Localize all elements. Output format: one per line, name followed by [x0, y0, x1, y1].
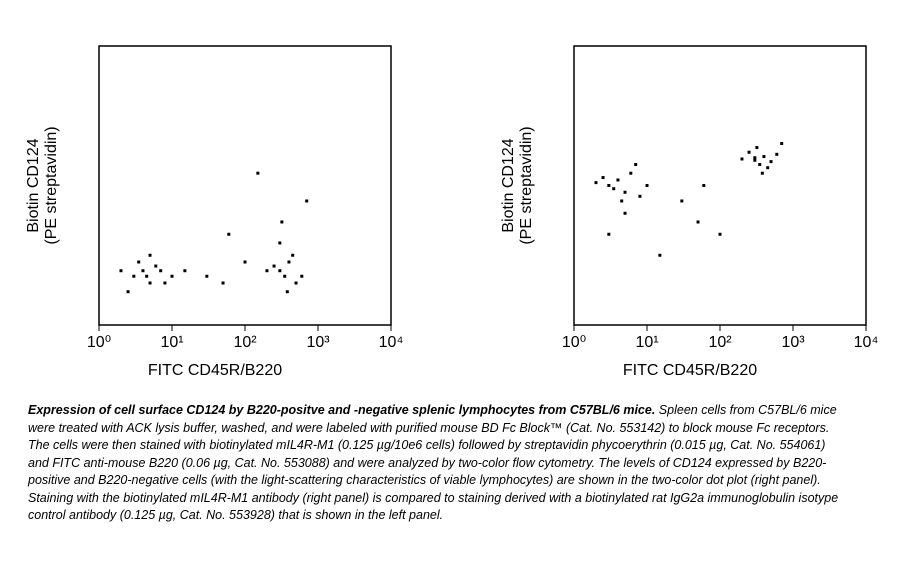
dot [280, 220, 284, 224]
y-axis-label: Biotin CD124 [25, 138, 42, 232]
dot [658, 253, 662, 257]
dot [753, 158, 757, 162]
dot [718, 232, 722, 236]
x-tick-label: 10⁴ [854, 334, 879, 351]
x-tick-label: 10⁰ [562, 334, 586, 351]
dot [601, 176, 605, 180]
dot [702, 184, 706, 187]
dot [278, 269, 282, 273]
dot [137, 260, 141, 264]
plot-frame [98, 45, 392, 326]
dot [163, 281, 167, 285]
caption-text: Spleen cells from C57BL/6 mice were trea… [28, 403, 839, 522]
y-axis-label: (PE streptavidin) [43, 126, 60, 244]
x-tick-label: 10⁰ [87, 334, 111, 351]
dot [159, 269, 163, 273]
dot [623, 190, 627, 194]
x-axis-label: FITC CD45R/B220 [623, 362, 757, 379]
dot [170, 274, 174, 278]
dot [645, 184, 649, 187]
x-tick-label: 10¹ [160, 334, 183, 351]
dot [680, 199, 684, 203]
x-tick-label: 10² [233, 334, 257, 351]
dot [766, 166, 770, 170]
figure: 10⁰ 10¹ 10² 10³ 10⁴ FITC CD45R/B220 Biotin CD1… [25, 45, 879, 379]
caption-title: Expression of cell surface CD124 by B220… [28, 403, 656, 417]
dot [762, 155, 766, 159]
dot [141, 269, 145, 273]
x-tick-label: 10³ [306, 334, 330, 351]
dot [256, 171, 260, 175]
dot [747, 150, 751, 154]
dot [753, 156, 757, 160]
x-tick-label: 10³ [781, 334, 805, 351]
plot-frame [573, 45, 867, 326]
dot [285, 290, 289, 294]
dot [300, 274, 304, 278]
dot [126, 290, 130, 294]
dot [205, 274, 209, 278]
dot [755, 146, 759, 150]
dot [148, 253, 152, 257]
y-axis-label: Biotin CD124 [500, 138, 517, 232]
dot [243, 260, 247, 264]
dot [740, 157, 744, 161]
dot [283, 274, 287, 278]
dot [154, 264, 158, 268]
dot [638, 194, 642, 198]
y-axis-label: (PE streptavidin) [518, 126, 535, 244]
dot [183, 269, 187, 273]
dot [272, 264, 276, 268]
dot [145, 274, 149, 278]
dot [148, 281, 152, 285]
dot [607, 184, 611, 187]
x-tick-label: 10² [708, 334, 732, 351]
dot [227, 232, 231, 236]
dot [305, 199, 309, 203]
dot [132, 274, 136, 278]
dot [769, 160, 773, 164]
dot [629, 171, 633, 175]
dot [607, 232, 611, 236]
dot [623, 211, 627, 215]
dot [294, 281, 298, 285]
dot [696, 220, 700, 224]
dot [221, 281, 225, 285]
dot [278, 241, 282, 245]
dot [612, 187, 616, 191]
dot [634, 163, 638, 167]
dot [758, 163, 762, 167]
dot [119, 269, 123, 273]
x-axis-label: FITC CD45R/B220 [148, 362, 282, 379]
dot [616, 178, 620, 182]
caption: Expression of cell surface CD124 by B220… [28, 402, 848, 525]
dot [780, 142, 784, 146]
x-tick-label: 10⁴ [379, 334, 404, 351]
dot [287, 260, 291, 264]
x-tick-label: 10¹ [635, 334, 658, 351]
dot [775, 152, 779, 156]
dot [760, 171, 764, 175]
dot [594, 181, 598, 185]
dot [291, 253, 295, 257]
dot [265, 269, 269, 273]
dot [620, 199, 624, 203]
